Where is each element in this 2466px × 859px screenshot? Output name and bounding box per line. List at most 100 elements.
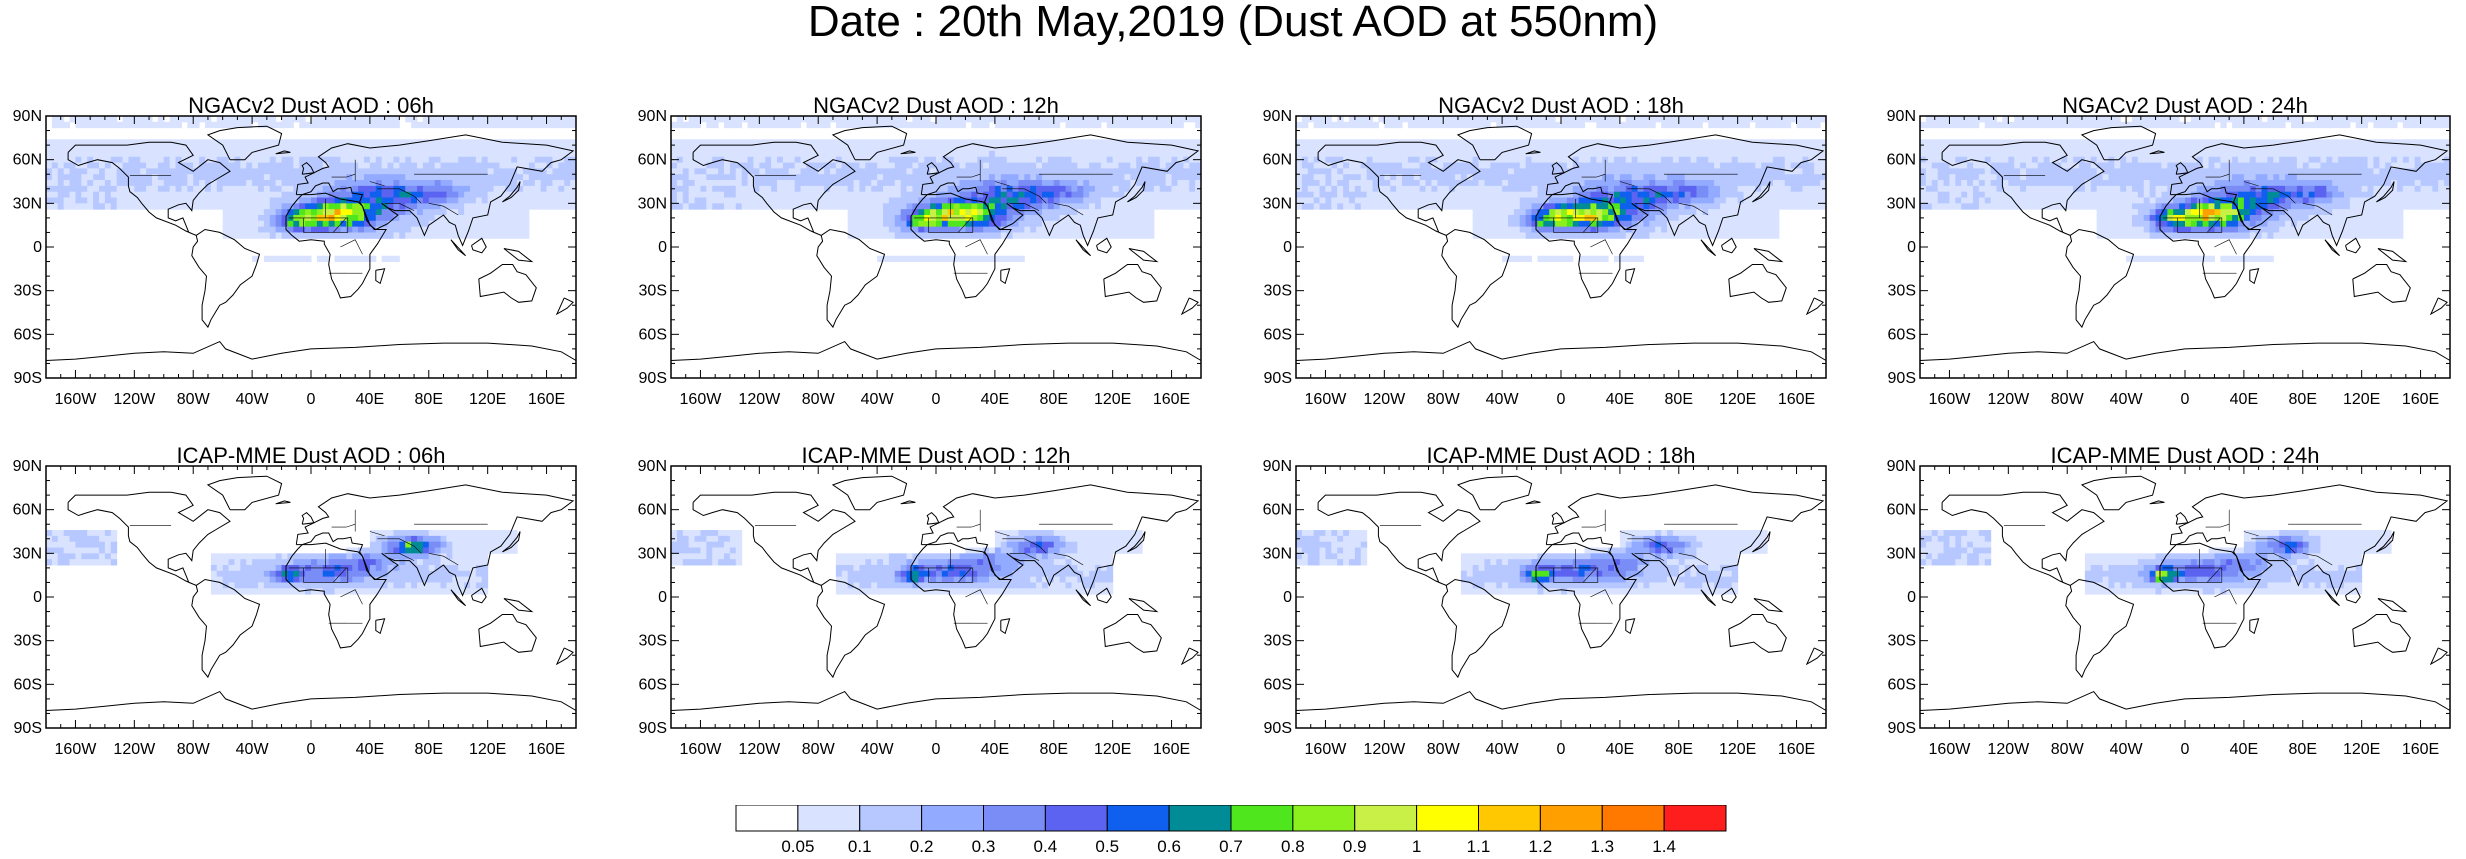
aod-cell	[1802, 139, 1808, 145]
aod-cell	[1532, 163, 1538, 169]
aod-cell	[1414, 186, 1420, 192]
aod-cell	[1479, 203, 1485, 209]
aod-cell	[912, 256, 918, 262]
aod-cell	[152, 157, 158, 163]
aod-cell	[1632, 192, 1638, 198]
aod-cell	[1655, 232, 1661, 238]
aod-cell	[883, 157, 889, 163]
aod-cell	[965, 163, 971, 169]
aod-cell	[323, 168, 329, 174]
aod-cell	[476, 116, 482, 122]
aod-cell	[677, 145, 683, 151]
aod-cell	[995, 157, 1001, 163]
aod-cell	[276, 232, 282, 238]
aod-cell	[1667, 203, 1673, 209]
aod-cell	[517, 203, 523, 209]
aod-cell	[523, 198, 529, 204]
aod-cell	[246, 151, 252, 157]
aod-cell	[1473, 215, 1479, 221]
aod-cell	[1502, 139, 1508, 145]
aod-cell	[52, 122, 58, 128]
aod-cell	[912, 168, 918, 174]
aod-cell	[1532, 180, 1538, 186]
aod-cell	[1479, 215, 1485, 221]
aod-cell	[742, 186, 748, 192]
aod-cell	[1183, 168, 1189, 174]
aod-cell	[529, 122, 535, 128]
aod-cell	[1643, 198, 1649, 204]
aod-cell	[1473, 186, 1479, 192]
aod-cell	[376, 157, 382, 163]
aod-cell	[1496, 232, 1502, 238]
aod-cell	[836, 186, 842, 192]
aod-cell	[229, 180, 235, 186]
aod-cell	[1107, 174, 1113, 180]
aod-cell	[323, 221, 329, 227]
aod-cell	[435, 203, 441, 209]
aod-cell	[1667, 168, 1673, 174]
aod-cell	[441, 139, 447, 145]
aod-cell	[140, 163, 146, 169]
aod-cell	[1691, 145, 1697, 151]
aod-cell	[1726, 151, 1732, 157]
aod-cell	[753, 157, 759, 163]
aod-cell	[370, 186, 376, 192]
aod-cell	[1773, 221, 1779, 227]
aod-cell	[423, 203, 429, 209]
aod-cell	[1520, 221, 1526, 227]
aod-cell	[388, 232, 394, 238]
aod-cell	[229, 174, 235, 180]
aod-cell	[877, 232, 883, 238]
aod-cell	[476, 151, 482, 157]
aod-cell	[1467, 163, 1473, 169]
aod-cell	[376, 116, 382, 122]
aod-cell	[464, 186, 470, 192]
aod-cell	[960, 168, 966, 174]
aod-cell	[1785, 198, 1791, 204]
aod-cell	[1749, 174, 1755, 180]
aod-cell	[1791, 203, 1797, 209]
aod-cell	[264, 232, 270, 238]
aod-cell	[1001, 203, 1007, 209]
aod-cell	[223, 215, 229, 221]
aod-cell	[340, 209, 346, 215]
aod-cell	[1030, 174, 1036, 180]
aod-cell	[859, 203, 865, 209]
aod-cell	[276, 209, 282, 215]
aod-cell	[458, 186, 464, 192]
aod-cell	[1543, 145, 1549, 151]
aod-cell	[452, 139, 458, 145]
aod-cell	[240, 145, 246, 151]
aod-cell	[494, 209, 500, 215]
aod-cell	[730, 168, 736, 174]
aod-cell	[1426, 180, 1432, 186]
aod-cell	[1561, 116, 1567, 122]
aod-cell	[1726, 180, 1732, 186]
aod-cell	[1160, 203, 1166, 209]
aod-cell	[364, 157, 370, 163]
aod-cell	[1018, 151, 1024, 157]
aod-cell	[405, 174, 411, 180]
aod-cell	[158, 186, 164, 192]
aod-cell	[1071, 139, 1077, 145]
aod-cell	[1066, 168, 1072, 174]
aod-cell	[552, 151, 558, 157]
aod-cell	[889, 256, 895, 262]
lat-tick-label: 60N	[13, 152, 42, 169]
aod-cell	[1767, 116, 1773, 122]
aod-cell	[1390, 116, 1396, 122]
aod-cell	[1590, 192, 1596, 198]
aod-cell	[1331, 174, 1337, 180]
aod-cell	[1679, 145, 1685, 151]
aod-cell	[1449, 116, 1455, 122]
aod-cell	[818, 122, 824, 128]
aod-cell	[1367, 163, 1373, 169]
aod-cell	[854, 221, 860, 227]
aod-cell	[140, 180, 146, 186]
aod-cell	[712, 203, 718, 209]
aod-cell	[140, 157, 146, 163]
aod-cell	[417, 203, 423, 209]
aod-cell	[1130, 168, 1136, 174]
aod-cell	[801, 174, 807, 180]
